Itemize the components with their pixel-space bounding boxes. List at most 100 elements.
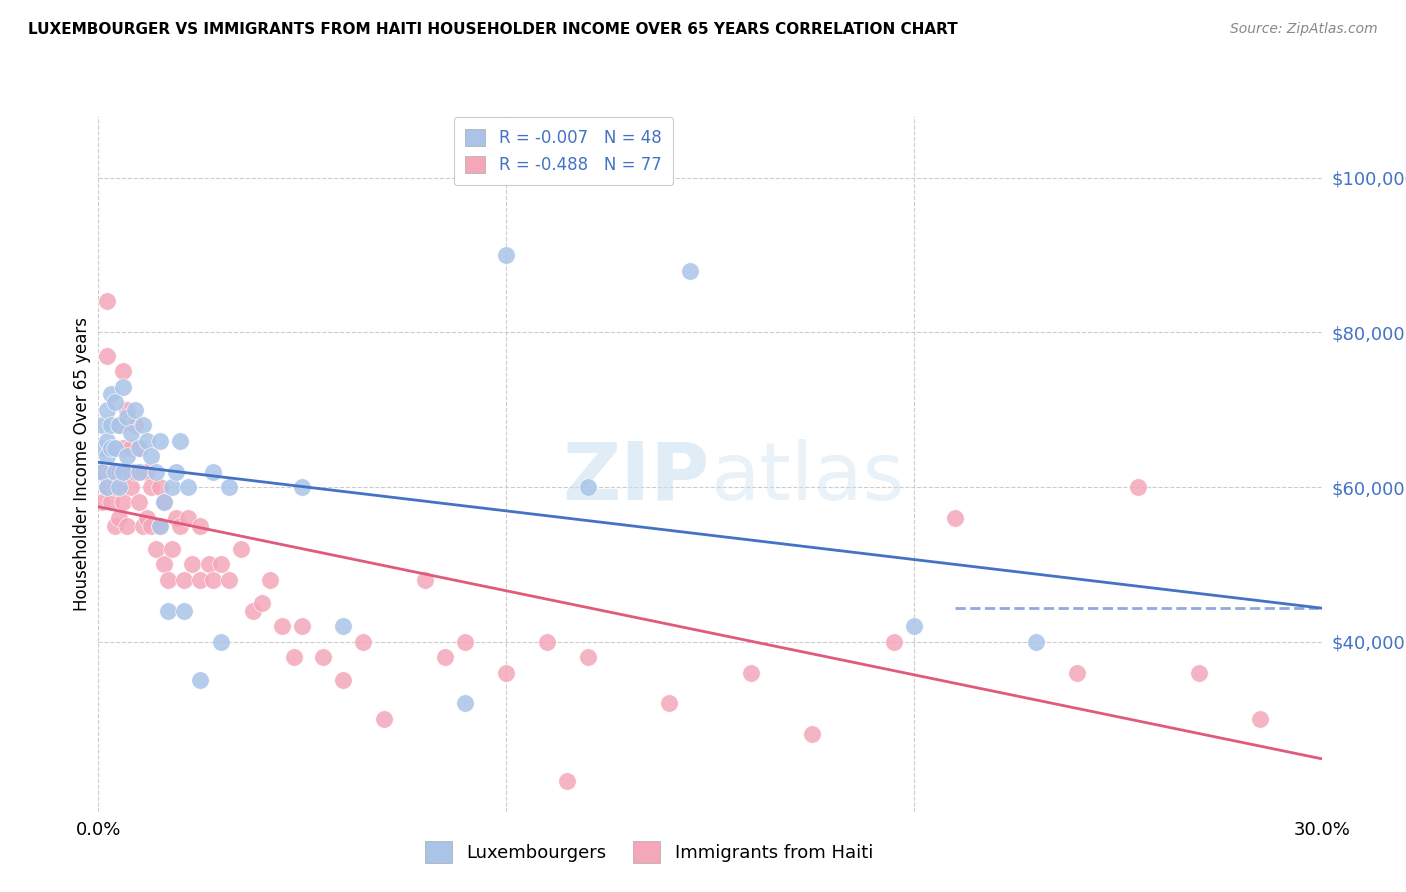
Point: [96, 294, 118, 309]
Point: [536, 634, 558, 648]
Point: [96, 402, 118, 417]
Point: [270, 619, 294, 633]
Point: [141, 518, 163, 533]
Point: [181, 558, 204, 572]
Point: [115, 465, 138, 479]
Point: [104, 465, 127, 479]
Point: [188, 673, 212, 688]
Y-axis label: Householder Income Over 65 years: Householder Income Over 65 years: [73, 317, 91, 611]
Point: [576, 650, 599, 665]
Point: [177, 511, 200, 525]
Point: [141, 449, 163, 463]
Point: [128, 465, 150, 479]
Point: [231, 541, 253, 556]
Point: [169, 434, 191, 448]
Point: [149, 434, 172, 448]
Point: [177, 480, 200, 494]
Point: [124, 465, 146, 479]
Point: [152, 495, 174, 509]
Point: [136, 434, 159, 448]
Point: [209, 634, 232, 648]
Point: [120, 425, 142, 440]
Point: [91, 465, 114, 479]
Point: [197, 558, 219, 572]
Point: [111, 495, 134, 509]
Point: [250, 596, 273, 610]
Point: [111, 379, 134, 393]
Point: [124, 418, 146, 433]
Point: [903, 619, 925, 633]
Text: ZIP: ZIP: [562, 439, 710, 516]
Point: [259, 573, 281, 587]
Point: [1188, 665, 1211, 680]
Point: [495, 248, 517, 262]
Point: [801, 727, 824, 741]
Point: [291, 480, 314, 494]
Point: [132, 518, 155, 533]
Point: [658, 697, 681, 711]
Point: [108, 418, 131, 433]
Point: [1066, 665, 1088, 680]
Point: [454, 634, 477, 648]
Point: [120, 480, 142, 494]
Point: [188, 573, 212, 587]
Text: LUXEMBOURGER VS IMMIGRANTS FROM HAITI HOUSEHOLDER INCOME OVER 65 YEARS CORRELATI: LUXEMBOURGER VS IMMIGRANTS FROM HAITI HO…: [28, 22, 957, 37]
Point: [332, 619, 354, 633]
Point: [160, 480, 183, 494]
Point: [128, 495, 150, 509]
Point: [1128, 480, 1150, 494]
Point: [91, 465, 114, 479]
Point: [149, 518, 172, 533]
Point: [152, 495, 174, 509]
Point: [132, 465, 155, 479]
Point: [145, 541, 167, 556]
Point: [100, 418, 122, 433]
Point: [242, 604, 264, 618]
Point: [312, 650, 335, 665]
Point: [209, 558, 232, 572]
Point: [1025, 634, 1047, 648]
Point: [128, 442, 150, 456]
Point: [120, 442, 142, 456]
Point: [115, 449, 138, 463]
Point: [576, 480, 599, 494]
Point: [115, 518, 138, 533]
Point: [104, 395, 127, 409]
Point: [188, 518, 212, 533]
Point: [156, 573, 179, 587]
Point: [1249, 712, 1271, 726]
Point: [413, 573, 436, 587]
Legend: Luxembourgers, Immigrants from Haiti: Luxembourgers, Immigrants from Haiti: [416, 832, 882, 872]
Point: [283, 650, 305, 665]
Point: [740, 665, 762, 680]
Point: [149, 480, 172, 494]
Point: [165, 465, 187, 479]
Point: [165, 511, 187, 525]
Point: [108, 465, 131, 479]
Point: [100, 387, 122, 401]
Point: [100, 465, 122, 479]
Point: [173, 604, 195, 618]
Point: [96, 349, 118, 363]
Point: [104, 442, 127, 456]
Point: [132, 418, 155, 433]
Point: [111, 465, 134, 479]
Point: [100, 442, 122, 456]
Point: [149, 518, 172, 533]
Point: [136, 465, 159, 479]
Point: [201, 573, 224, 587]
Point: [91, 495, 114, 509]
Point: [91, 442, 114, 456]
Point: [96, 449, 118, 463]
Point: [124, 402, 146, 417]
Point: [104, 480, 127, 494]
Point: [145, 465, 167, 479]
Point: [169, 518, 191, 533]
Point: [96, 480, 118, 494]
Point: [108, 418, 131, 433]
Point: [111, 442, 134, 456]
Point: [104, 518, 127, 533]
Point: [883, 634, 905, 648]
Point: [152, 558, 174, 572]
Point: [115, 410, 138, 425]
